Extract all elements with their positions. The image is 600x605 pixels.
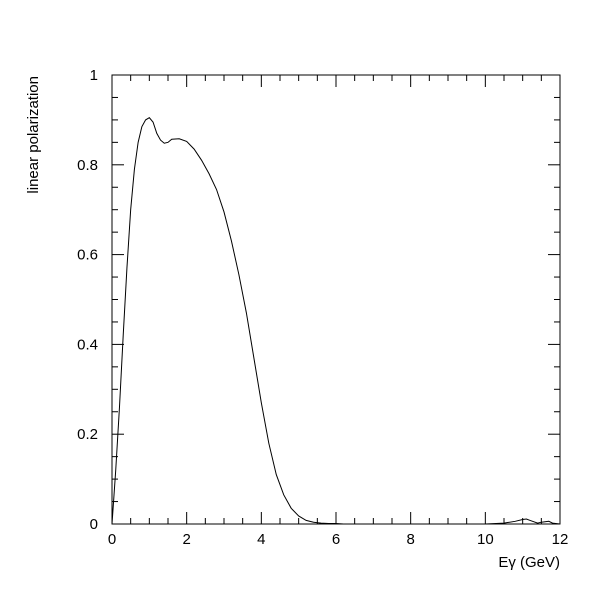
x-tick-label: 4 xyxy=(257,531,265,548)
y-tick-label: 0.8 xyxy=(77,157,98,174)
x-tick-label: 10 xyxy=(477,531,494,548)
y-axis-title: linear polarization xyxy=(25,76,42,194)
x-tick-label: 2 xyxy=(182,531,190,548)
y-axis-tick-labels: 0 0.2 0.4 0.6 0.8 1 xyxy=(77,67,98,533)
y-tick-label: 1 xyxy=(90,67,98,84)
y-tick-label: 0.4 xyxy=(77,336,98,353)
y-tick-label: 0 xyxy=(90,516,98,533)
x-axis-tick-labels: 0 2 4 6 8 10 12 xyxy=(108,531,569,548)
plot-frame xyxy=(111,74,561,525)
y-axis-ticks xyxy=(112,74,560,525)
x-axis-ticks xyxy=(111,75,561,524)
x-tick-label: 6 xyxy=(332,531,340,548)
x-tick-label: 12 xyxy=(552,531,569,548)
x-tick-label: 0 xyxy=(108,531,116,548)
x-axis-title: Eγ (GeV) xyxy=(498,554,560,571)
polarization-curve xyxy=(111,117,561,525)
y-tick-label: 0.2 xyxy=(77,426,98,443)
x-tick-label: 8 xyxy=(406,531,414,548)
y-tick-label: 0.6 xyxy=(77,247,98,264)
